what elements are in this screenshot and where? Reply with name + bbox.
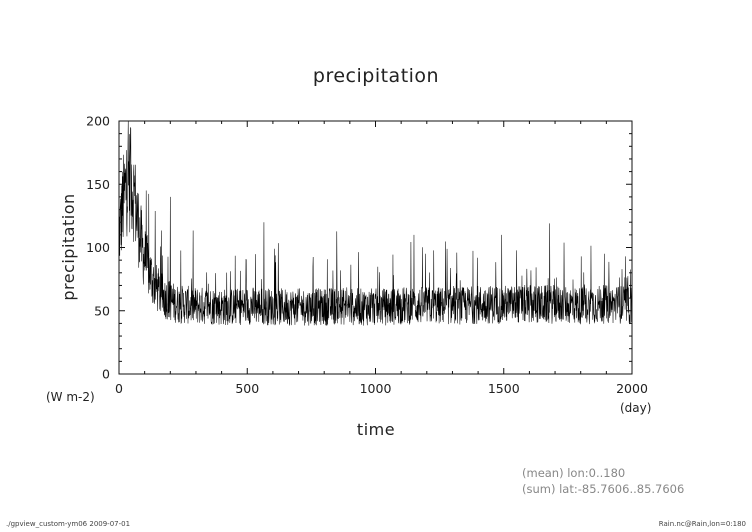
x-tick-label: 2000 — [616, 381, 648, 396]
mean-note: (mean) lon:0..180 — [522, 466, 625, 480]
y-tick-label: 0 — [102, 367, 110, 382]
x-axis-ticks: 0 500 1000 1500 2000 — [115, 121, 648, 396]
footer-left: ./gpview_custom-ym06 2009-07-01 — [6, 520, 130, 528]
x-tick-label: 500 — [235, 381, 259, 396]
y-tick-label: 50 — [94, 303, 110, 318]
plot-frame — [118, 120, 633, 375]
x-tick-label: 1000 — [360, 381, 392, 396]
x-axis-title: time — [357, 420, 395, 439]
footer-right: Rain.nc@Rain,lon=0:180 — [659, 520, 746, 528]
y-axis-title: precipitation — [59, 193, 78, 300]
y-tick-label: 100 — [86, 240, 110, 255]
y-unit-label: (W m-2) — [46, 390, 95, 404]
y-tick-label: 150 — [86, 177, 110, 192]
series-line — [118, 120, 633, 326]
sum-note: (sum) lat:-85.7606..85.7606 — [522, 482, 684, 496]
x-unit-label: (day) — [620, 401, 651, 415]
chart-title: precipitation — [313, 65, 439, 87]
x-tick-label: 1500 — [488, 381, 520, 396]
x-tick-label: 0 — [115, 381, 123, 396]
y-axis-ticks: 0 50 100 150 200 — [86, 114, 632, 382]
y-tick-label: 200 — [86, 114, 110, 129]
series-group — [118, 120, 633, 326]
